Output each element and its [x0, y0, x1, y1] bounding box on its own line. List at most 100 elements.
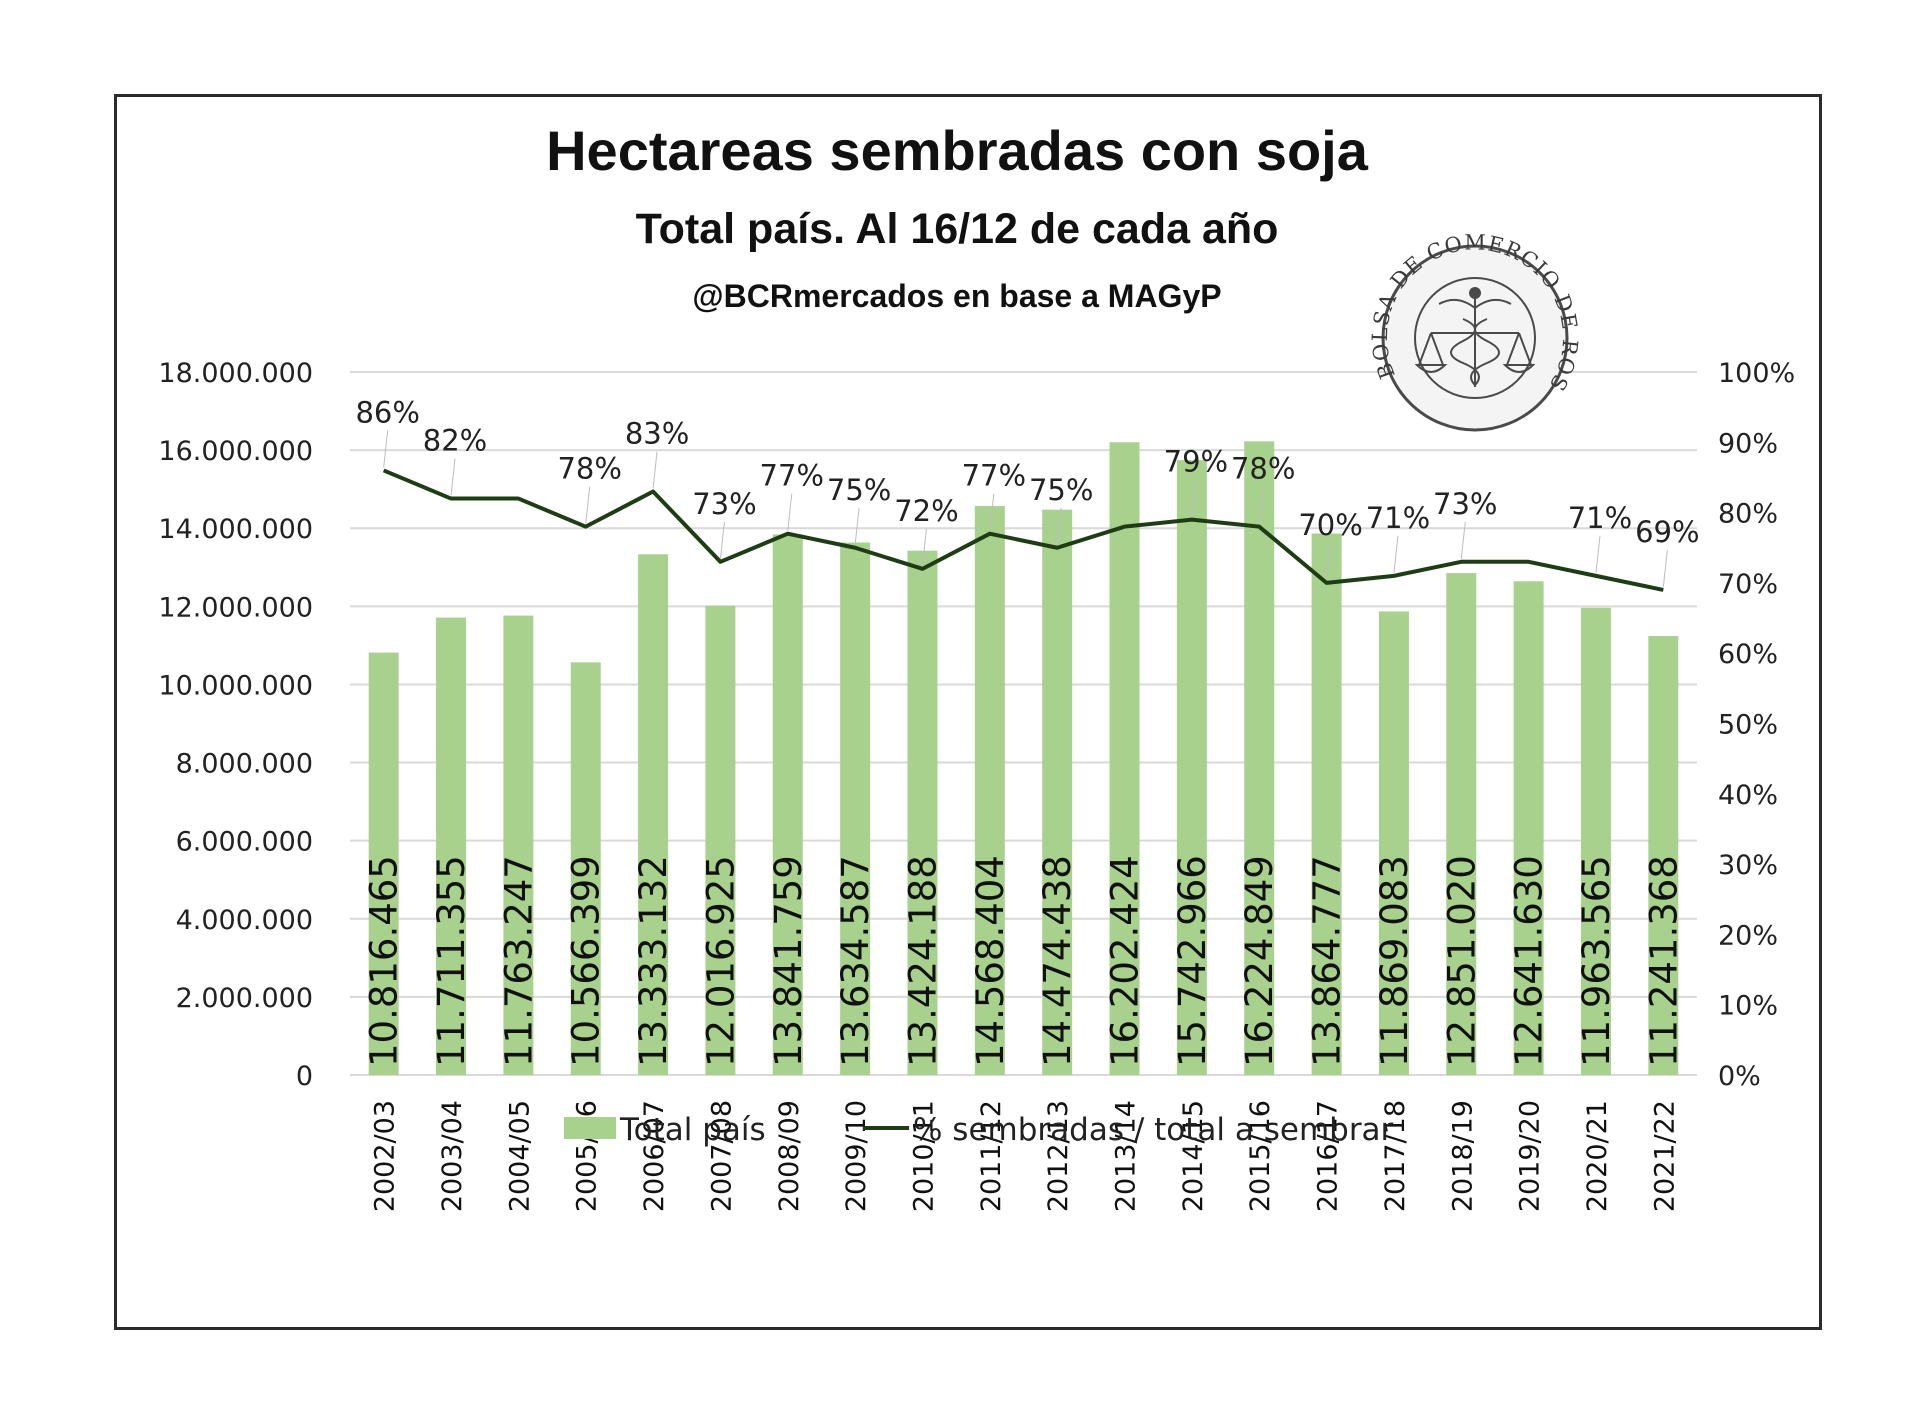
- legend-line-label: % sembradas / total a sembrar: [913, 1112, 1394, 1148]
- bar: [436, 617, 467, 1075]
- line-value-label: 77%: [962, 459, 1026, 493]
- line-label-leader: [1326, 542, 1332, 580]
- bar-value-label: 13.333.132: [632, 855, 675, 1067]
- line-value-label: 73%: [1433, 487, 1497, 521]
- x-tick-label: 2017/18: [1380, 1100, 1411, 1212]
- bar: [1042, 509, 1073, 1076]
- bar-value-label: 10.816.465: [363, 855, 406, 1067]
- legend-bar-swatch: [564, 1117, 616, 1139]
- bar-value-label: 14.568.404: [969, 855, 1012, 1067]
- y-left-tick-label: 16.000.000: [158, 436, 313, 467]
- line-label-leader: [1460, 521, 1466, 559]
- x-tick-label: 2013/14: [1111, 1100, 1142, 1212]
- bar: [1311, 533, 1342, 1075]
- y-left-tick-label: 12.000.000: [158, 592, 313, 623]
- bar-value-label: 13.841.759: [767, 855, 810, 1067]
- y-left-tick-label: 18.000.000: [158, 358, 313, 389]
- chart-source: @BCRmercados en base a MAGyP: [692, 278, 1221, 314]
- line-label-leader: [1056, 507, 1062, 545]
- line-value-label: 83%: [625, 417, 689, 451]
- legend-bar-label: Total país: [619, 1112, 766, 1148]
- line-value-label: 69%: [1635, 515, 1699, 549]
- line-label-leader: [719, 521, 725, 559]
- x-tick-label: 2005/06: [572, 1100, 603, 1212]
- line-value-label: 86%: [355, 395, 419, 429]
- line-label-leader: [1662, 549, 1668, 587]
- bar: [1580, 607, 1611, 1075]
- bar: [368, 652, 399, 1075]
- chart-title: Hectareas sembradas con soja: [546, 119, 1369, 182]
- line-value-label: 77%: [760, 459, 824, 493]
- bar: [840, 542, 871, 1075]
- y-axis-right: 0% 10% 20% 30% 40% 50% 60% 70% 80% 90% 100%: [1718, 358, 1795, 1092]
- x-tick-label: 2021/22: [1649, 1100, 1680, 1212]
- y-right-tick-label: 40%: [1718, 780, 1778, 811]
- bar: [1109, 442, 1140, 1075]
- bar: [1648, 635, 1679, 1075]
- bar-value-label: 16.224.849: [1238, 855, 1281, 1067]
- bar-value-label: 11.241.368: [1642, 855, 1685, 1067]
- y-axis-left: 0 2.000.000 4.000.000 6.000.000 8.000.000 10.…: [158, 358, 313, 1092]
- bar-value-label: 12.641.630: [1508, 855, 1551, 1067]
- y-right-tick-label: 90%: [1718, 428, 1778, 459]
- x-tick-label: 2011/12: [976, 1100, 1007, 1212]
- x-tick-label: 2020/21: [1582, 1100, 1613, 1212]
- line-label-leader: [450, 458, 456, 496]
- y-right-tick-label: 10%: [1718, 991, 1778, 1022]
- line-value-label: 78%: [1231, 452, 1295, 486]
- y-right-tick-label: 20%: [1718, 920, 1778, 951]
- bar-value-label: 13.864.777: [1306, 855, 1349, 1067]
- bar-value-label: 11.869.083: [1373, 855, 1416, 1067]
- line-label-leader: [652, 451, 658, 489]
- bar: [907, 550, 938, 1075]
- bar: [772, 534, 803, 1075]
- line-label-leader: [989, 493, 995, 531]
- line-value-label: 78%: [557, 452, 621, 486]
- x-tick-label: 2014/15: [1178, 1100, 1209, 1212]
- y-right-tick-label: 80%: [1718, 499, 1778, 530]
- line-label-leader: [1258, 486, 1264, 524]
- x-tick-label: 2002/03: [370, 1100, 401, 1212]
- line-label-leader: [787, 493, 793, 531]
- bar: [705, 605, 736, 1075]
- bar: [1176, 460, 1207, 1075]
- y-right-tick-label: 100%: [1718, 358, 1795, 389]
- line-value-label: 72%: [894, 494, 958, 528]
- legend: Total país % sembradas / total a sembrar: [564, 1112, 1394, 1148]
- bar-value-label: 14.474.438: [1036, 855, 1079, 1067]
- bar-value-label: 16.202.424: [1104, 855, 1147, 1067]
- bar: [1513, 581, 1544, 1075]
- x-tick-label: 2012/13: [1043, 1100, 1074, 1212]
- line-value-label: 71%: [1568, 501, 1632, 535]
- line-label-leader: [854, 507, 860, 545]
- line-label-leader: [1191, 479, 1197, 517]
- line-value-label: 71%: [1366, 501, 1430, 535]
- line-path: [382, 468, 1664, 592]
- bar-series: [368, 441, 1679, 1076]
- x-tick-label: 2019/20: [1515, 1100, 1546, 1212]
- x-tick-label: 2007/08: [706, 1100, 737, 1212]
- y-left-tick-label: 10.000.000: [158, 670, 313, 701]
- caduceus-scales-icon: [1414, 287, 1536, 387]
- y-right-tick-label: 60%: [1718, 639, 1778, 670]
- bar-value-label: 13.634.587: [834, 855, 877, 1067]
- chart: Hectareas sembradas con soja Total país.…: [117, 97, 1795, 1212]
- x-tick-label: 2006/07: [639, 1100, 670, 1212]
- line-value-label: 75%: [827, 473, 891, 507]
- seal-inner-ring: [1414, 277, 1536, 399]
- bar-value-label: 11.963.565: [1575, 855, 1618, 1067]
- x-tick-label: 2003/04: [437, 1100, 468, 1212]
- chart-subtitle: Total país. Al 16/12 de cada año: [636, 205, 1279, 253]
- y-right-tick-label: 0%: [1718, 1061, 1761, 1092]
- line-value-label: 82%: [423, 424, 487, 458]
- bar: [1378, 611, 1409, 1075]
- line-data-labels: 86%82%78%83%73%77% 75%72%77% 75%79% 78%70% 7…: [355, 395, 1700, 587]
- bar: [503, 615, 534, 1075]
- bar: [1446, 573, 1477, 1075]
- line-value-label: 79%: [1164, 445, 1228, 479]
- bar-value-label: 12.016.925: [699, 855, 742, 1067]
- bar-value-label: 13.424.188: [901, 855, 944, 1067]
- y-left-tick-label: 2.000.000: [176, 983, 313, 1014]
- bar-value-label: 12.851.020: [1440, 855, 1483, 1067]
- bar: [974, 506, 1005, 1075]
